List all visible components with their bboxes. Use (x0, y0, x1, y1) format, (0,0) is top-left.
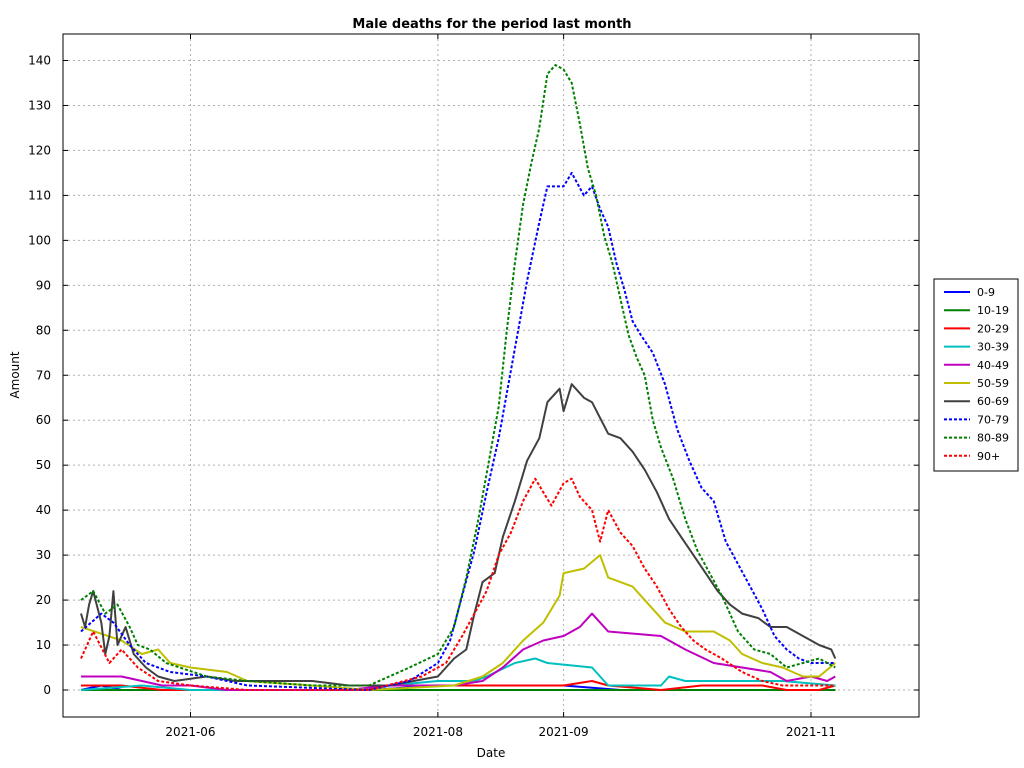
y-tick-label: 30 (36, 548, 51, 562)
y-tick-label: 40 (36, 503, 51, 517)
x-tick-label: 2021-09 (539, 725, 589, 739)
legend-label: 0-9 (977, 286, 995, 299)
legend-label: 90+ (977, 450, 1000, 463)
series-lines (80, 64, 837, 691)
legend-label: 40-49 (977, 359, 1009, 372)
x-tick-label: 2021-06 (165, 725, 215, 739)
legend-label: 10-19 (977, 304, 1009, 317)
legend-label: 80-89 (977, 432, 1009, 445)
axes: 0 10 20 30 40 50 60 70 80 90 100 110 120 130 140 2021-0… (28, 34, 919, 739)
y-tick-label: 10 (36, 638, 51, 652)
y-tick-label: 0 (43, 683, 51, 697)
y-tick-label: 140 (28, 54, 51, 68)
chart-title: Male deaths for the period last month (352, 17, 631, 32)
series-line-50-59 (80, 554, 836, 691)
legend-label: 30-39 (977, 341, 1009, 354)
x-tick-label: 2021-11 (786, 725, 836, 739)
y-tick-label: 70 (36, 368, 51, 382)
legend-label: 60-69 (977, 395, 1009, 408)
y-tick-label: 130 (28, 98, 51, 112)
series-line-80-89 (80, 64, 836, 687)
y-tick-label: 100 (28, 233, 51, 247)
y-tick-label: 110 (28, 188, 51, 202)
y-tick-label: 20 (36, 593, 51, 607)
y-axis-label: Amount (8, 351, 22, 398)
legend-label: 50-59 (977, 377, 1009, 390)
legend-label: 20-29 (977, 322, 1009, 335)
y-tick-label: 90 (36, 278, 51, 292)
series-line-40-49 (81, 612, 836, 691)
x-axis-label: Date (477, 746, 506, 760)
y-tick-label: 50 (36, 458, 51, 472)
y-tick-label: 80 (36, 323, 51, 337)
legend: 0-9 10-19 20-29 30-39 40-49 50-59 60-69 70-79 80… (933, 278, 1019, 472)
y-tick-label: 120 (28, 143, 51, 157)
series-line-70-79 (80, 171, 836, 691)
y-tick-label: 60 (36, 413, 51, 427)
plot-area (62, 33, 920, 718)
grid (63, 34, 919, 717)
legend-label: 70-79 (977, 413, 1009, 426)
x-tick-label: 2021-08 (413, 725, 463, 739)
